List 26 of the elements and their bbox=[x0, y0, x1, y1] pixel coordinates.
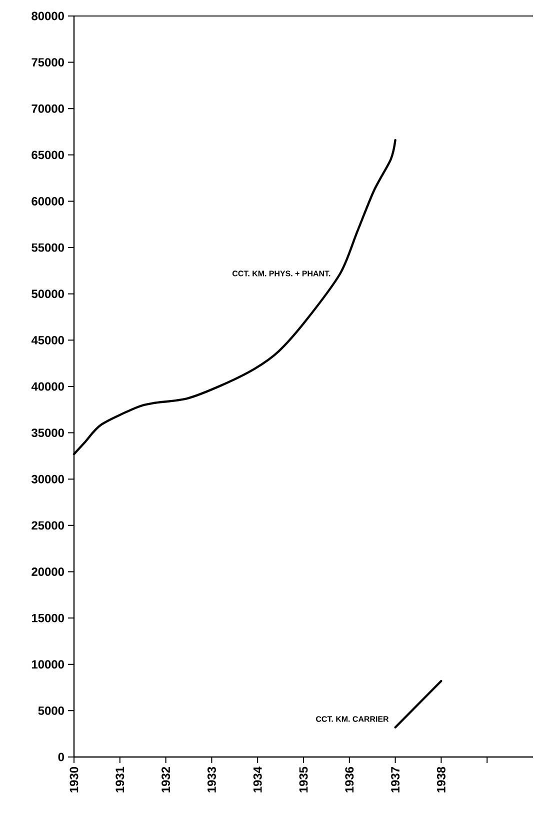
x-tick-label: 1932 bbox=[162, 766, 170, 792]
y-tick-label: 30000 bbox=[32, 474, 64, 484]
y-tick-label: 15000 bbox=[32, 614, 64, 622]
y-tick-label: 70000 bbox=[32, 104, 64, 113]
y-tick-label: 5000 bbox=[38, 706, 64, 715]
x-tick-label: 1937 bbox=[391, 767, 400, 792]
y-tick-label: 45000 bbox=[32, 336, 64, 344]
y-tick-label: 65000 bbox=[32, 150, 64, 160]
y-tick-label: 35000 bbox=[32, 428, 64, 438]
x-tick-label: 1931 bbox=[116, 766, 124, 792]
x-tick-label: 1935 bbox=[299, 766, 308, 792]
x-tick-label: 1936 bbox=[345, 766, 354, 792]
y-tick-label: 20000 bbox=[32, 568, 64, 576]
y-tick-label: 80000 bbox=[32, 12, 64, 20]
y-tick-label: 55000 bbox=[32, 243, 64, 252]
y-tick-label: 10000 bbox=[32, 660, 64, 669]
y-tick-label: 40000 bbox=[32, 382, 64, 391]
x-tick-label: 1938 bbox=[437, 766, 446, 792]
y-tick-label: 60000 bbox=[32, 197, 64, 206]
x-tick-label: 1934 bbox=[254, 766, 262, 792]
y-tick-label: 50000 bbox=[32, 290, 64, 298]
y-tick-label: 75000 bbox=[32, 58, 64, 67]
y-tick-label: 25000 bbox=[32, 521, 64, 530]
y-tick-label: 0 bbox=[58, 752, 64, 762]
x-tick-label: 1930 bbox=[70, 767, 78, 792]
x-tick-label: 1933 bbox=[208, 766, 216, 792]
